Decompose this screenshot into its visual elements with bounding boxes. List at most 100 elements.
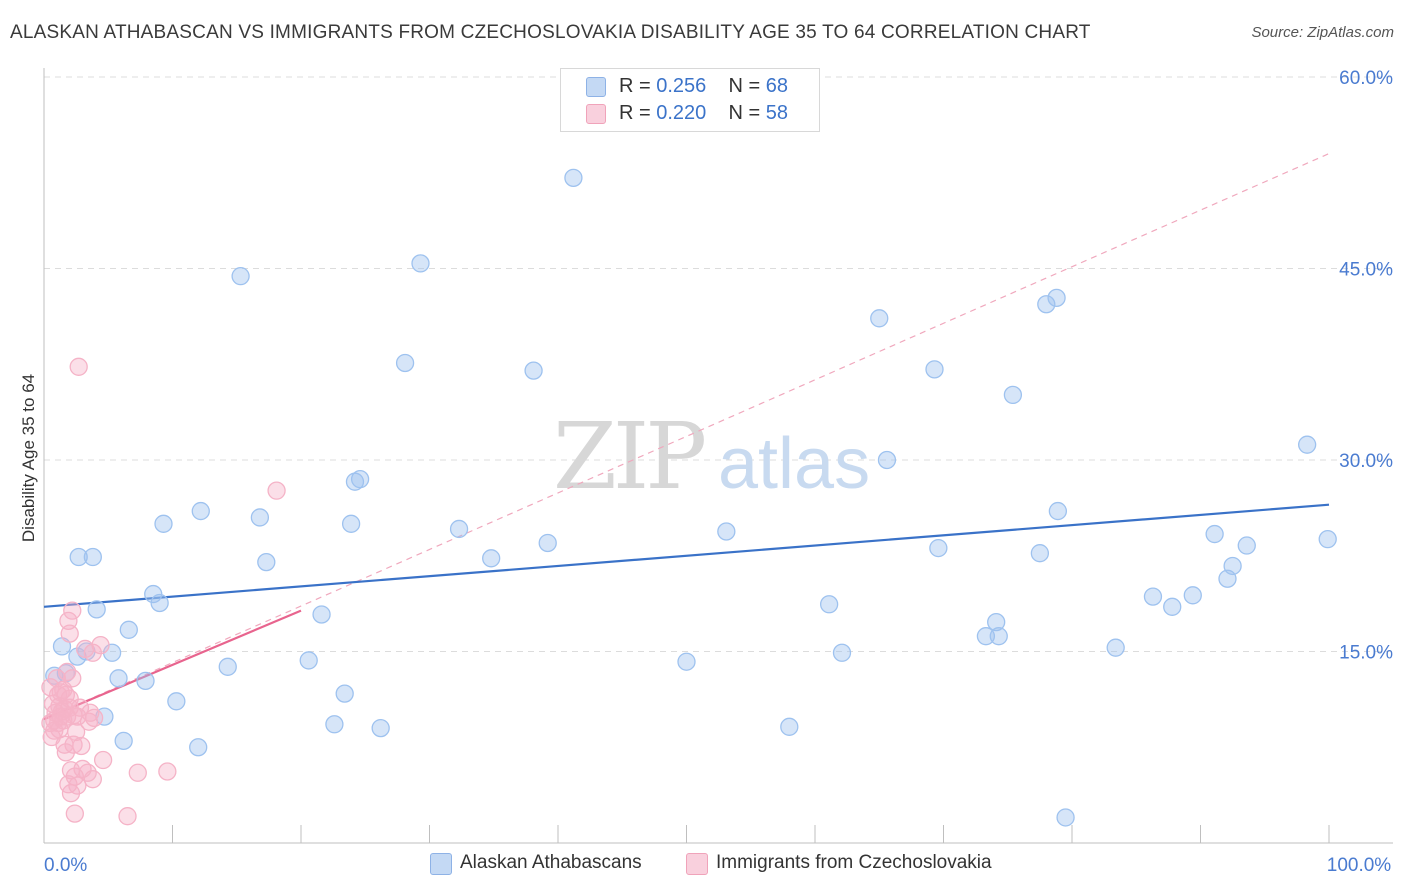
data-point — [832, 643, 852, 662]
data-point — [538, 533, 557, 553]
legend: R = 0.256 N = 68 R = 0.220 N = 58 — [560, 68, 820, 132]
legend-swatch-blue — [586, 77, 606, 97]
data-point — [189, 738, 208, 757]
data-point — [1047, 288, 1066, 308]
tick-labels: 15.0% 30.0% 45.0% 60.0% 0.0% 100.0% — [44, 68, 1393, 876]
legend-n-value: 68 — [765, 75, 789, 97]
data-point — [325, 715, 344, 734]
data-point — [66, 722, 86, 742]
data-point — [1298, 435, 1317, 454]
data-point — [870, 309, 889, 328]
data-point — [1048, 501, 1068, 521]
legend-r-value: 0.256 — [656, 75, 707, 97]
data-point — [109, 669, 128, 688]
trend-line-athabascan — [43, 503, 1330, 608]
legend-n-value: 58 — [765, 102, 789, 124]
data-point — [341, 514, 361, 533]
data-point — [1223, 556, 1242, 576]
data-point — [136, 671, 155, 691]
data-points — [41, 168, 1337, 827]
data-point — [925, 360, 944, 379]
data-point — [1003, 385, 1023, 405]
chart-title: ALASKAN ATHABASCAN VS IMMIGRANTS FROM CZ… — [10, 22, 1091, 43]
data-point — [150, 593, 169, 613]
data-point — [87, 600, 106, 619]
data-point — [1056, 808, 1075, 827]
data-point — [191, 501, 210, 521]
data-point — [119, 620, 138, 639]
data-point — [218, 657, 237, 676]
data-point — [482, 549, 501, 568]
trend-line-czechoslovakia — [43, 609, 302, 721]
x-tick-label: 100.0% — [1327, 855, 1392, 876]
data-point — [780, 717, 799, 736]
data-point — [154, 514, 173, 533]
data-point — [524, 361, 543, 380]
data-point — [299, 651, 318, 670]
data-point — [371, 718, 390, 738]
data-point — [1163, 597, 1182, 616]
data-point — [231, 267, 250, 286]
bottom-legend-label: Alaskan Athabascans — [460, 852, 642, 873]
data-point — [677, 652, 696, 671]
legend-r-label: R = — [619, 102, 657, 124]
data-point — [449, 519, 469, 539]
data-point — [63, 669, 82, 688]
watermark-atlas: atlas — [718, 424, 870, 504]
data-point — [63, 601, 82, 620]
data-point — [1143, 587, 1163, 606]
gridlines — [44, 76, 1393, 652]
y-tick-label: 45.0% — [1339, 260, 1393, 281]
data-point — [1318, 530, 1337, 549]
x-tick-label: 0.0% — [44, 855, 87, 876]
series-czechoslovakia — [41, 357, 286, 826]
trend-line-czechoslovakia-extended — [43, 153, 1330, 720]
data-point — [1205, 524, 1224, 544]
data-point — [1037, 295, 1056, 314]
data-point — [819, 595, 839, 614]
data-point — [1237, 536, 1256, 555]
data-point — [350, 469, 370, 489]
data-point — [83, 770, 102, 789]
data-point — [717, 522, 736, 541]
data-point — [118, 807, 137, 826]
data-point — [1106, 638, 1125, 657]
bottom-legend-label: Immigrants from Czechoslovakia — [716, 852, 992, 873]
data-point — [989, 627, 1008, 646]
legend-r-value: 0.220 — [656, 102, 707, 124]
data-point — [93, 750, 113, 770]
trend-lines — [43, 153, 1330, 721]
data-point — [60, 624, 79, 643]
data-point — [1183, 586, 1202, 605]
data-point — [987, 612, 1006, 632]
data-point — [929, 538, 948, 558]
data-point — [411, 254, 430, 273]
data-point — [128, 763, 147, 782]
watermark: ZIP atlas — [553, 403, 870, 510]
data-point — [167, 692, 186, 711]
data-point — [83, 643, 102, 662]
data-point — [144, 584, 163, 604]
legend-r-label: R = — [619, 75, 657, 97]
data-point — [976, 627, 996, 646]
data-point — [72, 736, 91, 756]
data-point — [56, 743, 75, 762]
y-tick-label: 30.0% — [1339, 451, 1393, 472]
axes — [43, 68, 1393, 844]
data-point — [68, 776, 87, 795]
y-tick-label: 60.0% — [1339, 68, 1393, 89]
data-point — [65, 804, 84, 823]
bottom-legend-swatch-pink — [686, 853, 708, 875]
data-point — [312, 605, 331, 624]
data-point — [83, 547, 102, 567]
data-point — [250, 508, 270, 527]
y-tick-label: 15.0% — [1339, 643, 1393, 664]
source-label: Source: ZipAtlas.com — [1251, 24, 1394, 41]
legend-swatch-pink — [586, 104, 606, 124]
data-point — [114, 731, 133, 751]
data-point — [257, 552, 276, 572]
data-point — [91, 635, 110, 655]
data-point — [69, 547, 88, 567]
watermark-zip: ZIP — [553, 403, 704, 510]
